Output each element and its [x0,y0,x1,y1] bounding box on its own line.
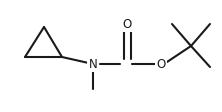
Text: O: O [156,58,166,71]
Text: O: O [122,18,132,31]
Text: N: N [89,58,97,71]
